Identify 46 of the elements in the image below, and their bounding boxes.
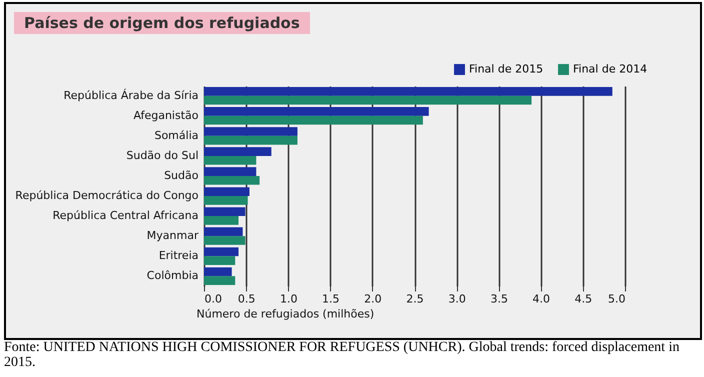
- y-tick-label: Myanmar: [146, 229, 199, 242]
- bar: [204, 127, 298, 136]
- y-tick-label: Eritreia: [158, 249, 198, 262]
- bar: [204, 227, 243, 236]
- legend-label: Final de 2014: [573, 62, 648, 76]
- bar: [204, 107, 429, 116]
- y-tick-label: Afeganistão: [133, 108, 199, 122]
- source-note: Fonte: UNITED NATIONS HIGH COMISSIONER FOR REFUGESS (UNHCR). Global trends: forced displacement in 2015.: [4, 340, 680, 370]
- bar: [204, 247, 239, 256]
- bar: [204, 196, 248, 205]
- x-tick-label: 2.5: [406, 292, 424, 306]
- bar: [204, 176, 260, 185]
- bar: [204, 87, 612, 96]
- bar: [204, 147, 272, 156]
- bar: [204, 216, 239, 225]
- x-tick-label: 3.0: [448, 292, 466, 306]
- x-tick-label: 4.5: [574, 292, 592, 306]
- bar: [204, 187, 250, 196]
- bar: [204, 96, 532, 105]
- bar: [204, 116, 423, 125]
- legend-label: Final de 2015: [469, 62, 544, 76]
- x-tick-label: 1.5: [322, 292, 340, 306]
- chart-title: Países de origem dos refugiados: [14, 12, 310, 34]
- bar: [204, 276, 236, 285]
- x-tick-label: 2.0: [364, 292, 382, 306]
- y-tick-label: Sudão: [164, 168, 199, 182]
- bar: [204, 256, 236, 265]
- bar: [204, 156, 256, 165]
- bar: [204, 167, 256, 176]
- bar: [204, 136, 298, 145]
- y-tick-label: Sudão do Sul: [126, 148, 198, 162]
- x-tick-label: 0.0: [204, 292, 222, 306]
- x-axis-title: Número de refugiados (milhões): [196, 308, 374, 320]
- x-tick-label: 5.0: [608, 292, 626, 306]
- y-tick-label: Somália: [154, 128, 198, 142]
- y-tick-label: República Árabe da Síria: [64, 88, 198, 102]
- bar: [204, 207, 246, 216]
- y-tick-label: República Democrática do Congo: [15, 189, 199, 202]
- x-tick-label: 3.5: [490, 292, 508, 306]
- x-tick-label: 0.5: [238, 292, 256, 306]
- y-tick-label: Colômbia: [146, 269, 198, 282]
- bar: [204, 267, 232, 276]
- bar: [204, 236, 246, 245]
- y-tick-label: República Central Africana: [52, 209, 198, 222]
- x-tick-label: 4.0: [532, 292, 550, 306]
- x-tick-label: 1.0: [280, 292, 298, 306]
